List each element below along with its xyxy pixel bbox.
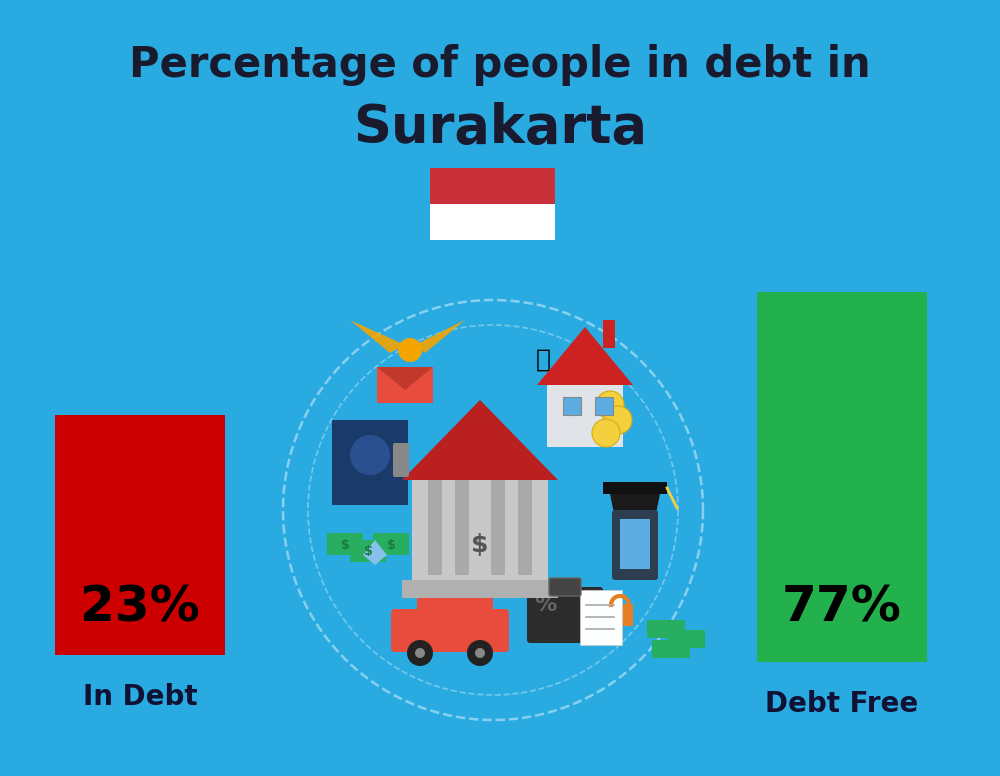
Polygon shape [350, 320, 405, 353]
Text: Debt Free: Debt Free [765, 690, 919, 718]
FancyBboxPatch shape [603, 482, 667, 494]
Text: %: % [534, 595, 556, 615]
FancyBboxPatch shape [402, 580, 558, 598]
FancyBboxPatch shape [491, 480, 505, 575]
FancyBboxPatch shape [391, 609, 509, 652]
Polygon shape [537, 327, 633, 385]
FancyBboxPatch shape [428, 480, 442, 575]
Circle shape [596, 391, 624, 419]
Circle shape [350, 435, 390, 475]
FancyBboxPatch shape [412, 480, 548, 580]
FancyBboxPatch shape [549, 578, 581, 596]
Text: $: $ [387, 539, 395, 552]
Text: $: $ [471, 533, 489, 557]
FancyBboxPatch shape [393, 443, 409, 477]
Polygon shape [402, 400, 558, 480]
FancyBboxPatch shape [607, 604, 633, 626]
Circle shape [398, 338, 422, 362]
Text: In Debt: In Debt [83, 683, 197, 711]
FancyBboxPatch shape [652, 640, 690, 658]
FancyBboxPatch shape [373, 533, 409, 555]
FancyBboxPatch shape [595, 397, 613, 415]
Text: $: $ [341, 539, 349, 552]
Polygon shape [610, 494, 660, 528]
Circle shape [467, 640, 493, 666]
FancyBboxPatch shape [757, 292, 927, 662]
Text: 23%: 23% [80, 583, 200, 631]
FancyBboxPatch shape [647, 620, 685, 638]
FancyBboxPatch shape [563, 397, 581, 415]
FancyBboxPatch shape [603, 320, 615, 348]
Text: $: $ [364, 546, 372, 559]
FancyBboxPatch shape [417, 592, 493, 620]
FancyBboxPatch shape [580, 590, 622, 645]
Circle shape [407, 640, 433, 666]
Circle shape [592, 419, 620, 447]
FancyBboxPatch shape [55, 415, 225, 655]
Text: 🔑: 🔑 [536, 348, 550, 372]
Text: Surakarta: Surakarta [353, 102, 647, 154]
FancyBboxPatch shape [667, 630, 705, 648]
Polygon shape [415, 320, 465, 353]
Circle shape [475, 648, 485, 658]
FancyBboxPatch shape [327, 533, 363, 555]
Polygon shape [377, 367, 433, 390]
FancyBboxPatch shape [350, 540, 386, 562]
FancyBboxPatch shape [377, 367, 433, 403]
Circle shape [604, 406, 632, 434]
FancyBboxPatch shape [620, 519, 650, 569]
FancyBboxPatch shape [612, 510, 658, 580]
FancyBboxPatch shape [430, 204, 555, 240]
FancyBboxPatch shape [455, 480, 469, 575]
FancyBboxPatch shape [430, 168, 555, 204]
FancyBboxPatch shape [547, 385, 623, 447]
FancyBboxPatch shape [332, 420, 408, 505]
FancyBboxPatch shape [527, 587, 603, 643]
Polygon shape [363, 540, 387, 565]
Text: Percentage of people in debt in: Percentage of people in debt in [129, 44, 871, 86]
Circle shape [415, 648, 425, 658]
Text: 77%: 77% [782, 583, 902, 631]
FancyBboxPatch shape [518, 480, 532, 575]
